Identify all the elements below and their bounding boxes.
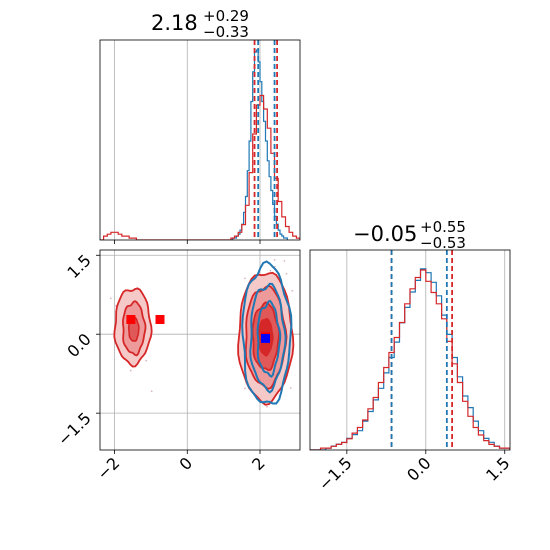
scatter-point xyxy=(283,260,286,262)
scatter-point xyxy=(244,387,246,390)
scatter-point xyxy=(129,369,132,372)
xtick-label-param-2-1: 0.0 xyxy=(403,453,434,484)
xtick-label-param-2-2: 1.5 xyxy=(482,453,513,484)
marker-red-2 xyxy=(155,315,165,324)
scatter-point xyxy=(145,359,148,362)
contour-blue-outer xyxy=(241,260,293,405)
title-value-1: 2.18 xyxy=(151,11,198,35)
scatter-point xyxy=(289,387,292,389)
top-frame xyxy=(99,39,301,241)
histogram-param-1-panel xyxy=(99,39,301,244)
scatter-point xyxy=(242,236,244,238)
title-upper-2: +0.55 xyxy=(420,218,466,236)
scatter-point xyxy=(291,289,294,292)
scatter-point xyxy=(273,259,276,261)
xtick-label-param-1-1: 0 xyxy=(175,453,196,474)
ytick-label-param-2-1: 0.0 xyxy=(63,330,94,361)
scatter-point xyxy=(244,277,246,280)
hist-param-2-red xyxy=(310,269,510,450)
histogram-param-2-panel xyxy=(309,249,511,454)
right-hist-group xyxy=(310,268,510,450)
scatter-point xyxy=(269,269,272,272)
joint-content xyxy=(109,236,309,408)
scatter-point xyxy=(150,390,153,393)
scatter-point xyxy=(109,297,112,300)
ytick-label-param-2-2: 1.5 xyxy=(63,251,94,282)
joint-density-panel xyxy=(96,236,309,454)
joint-frame xyxy=(99,249,301,451)
scatter-point xyxy=(285,272,288,275)
scatter-point xyxy=(307,323,309,325)
xtick-label-param-1-2: 2 xyxy=(248,453,269,474)
scatter-point xyxy=(266,405,268,408)
title-lower-2: −0.53 xyxy=(420,234,466,252)
title-value-2: −0.05 xyxy=(353,222,417,246)
xtick-label-param-2-0: −1.5 xyxy=(315,453,356,494)
marker-red-1 xyxy=(126,315,136,324)
xtick-label-param-1-0: −2 xyxy=(93,453,123,483)
title-upper-1: +0.29 xyxy=(203,7,249,25)
hist-param-1-blue xyxy=(230,49,288,240)
contour-blue-mid xyxy=(249,282,287,394)
right-frame xyxy=(309,249,511,451)
hist-param-1-red xyxy=(100,94,300,240)
title-lower-1: −0.33 xyxy=(203,23,249,41)
marker-blue xyxy=(261,333,270,343)
top-hist-group xyxy=(100,49,300,240)
ytick-label-param-2-0: −1.5 xyxy=(54,409,95,450)
contour-blue-inner xyxy=(256,299,282,378)
title-param-1: 2.18 +0.29 −0.33 xyxy=(151,7,249,41)
title-param-2: −0.05 +0.55 −0.53 xyxy=(353,218,466,252)
